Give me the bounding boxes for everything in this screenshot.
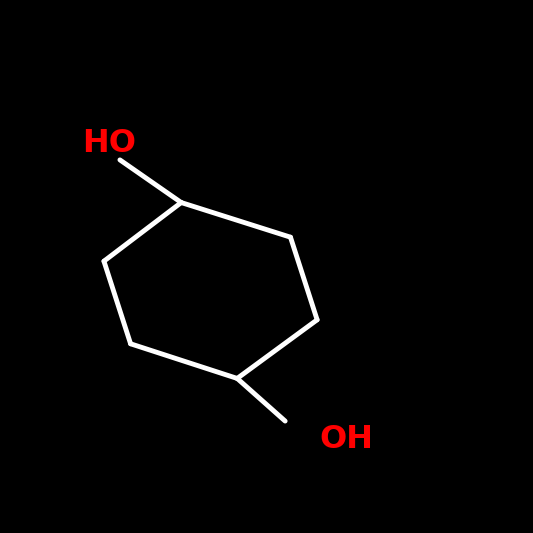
Text: HO: HO [83, 128, 136, 159]
Text: OH: OH [320, 424, 374, 455]
